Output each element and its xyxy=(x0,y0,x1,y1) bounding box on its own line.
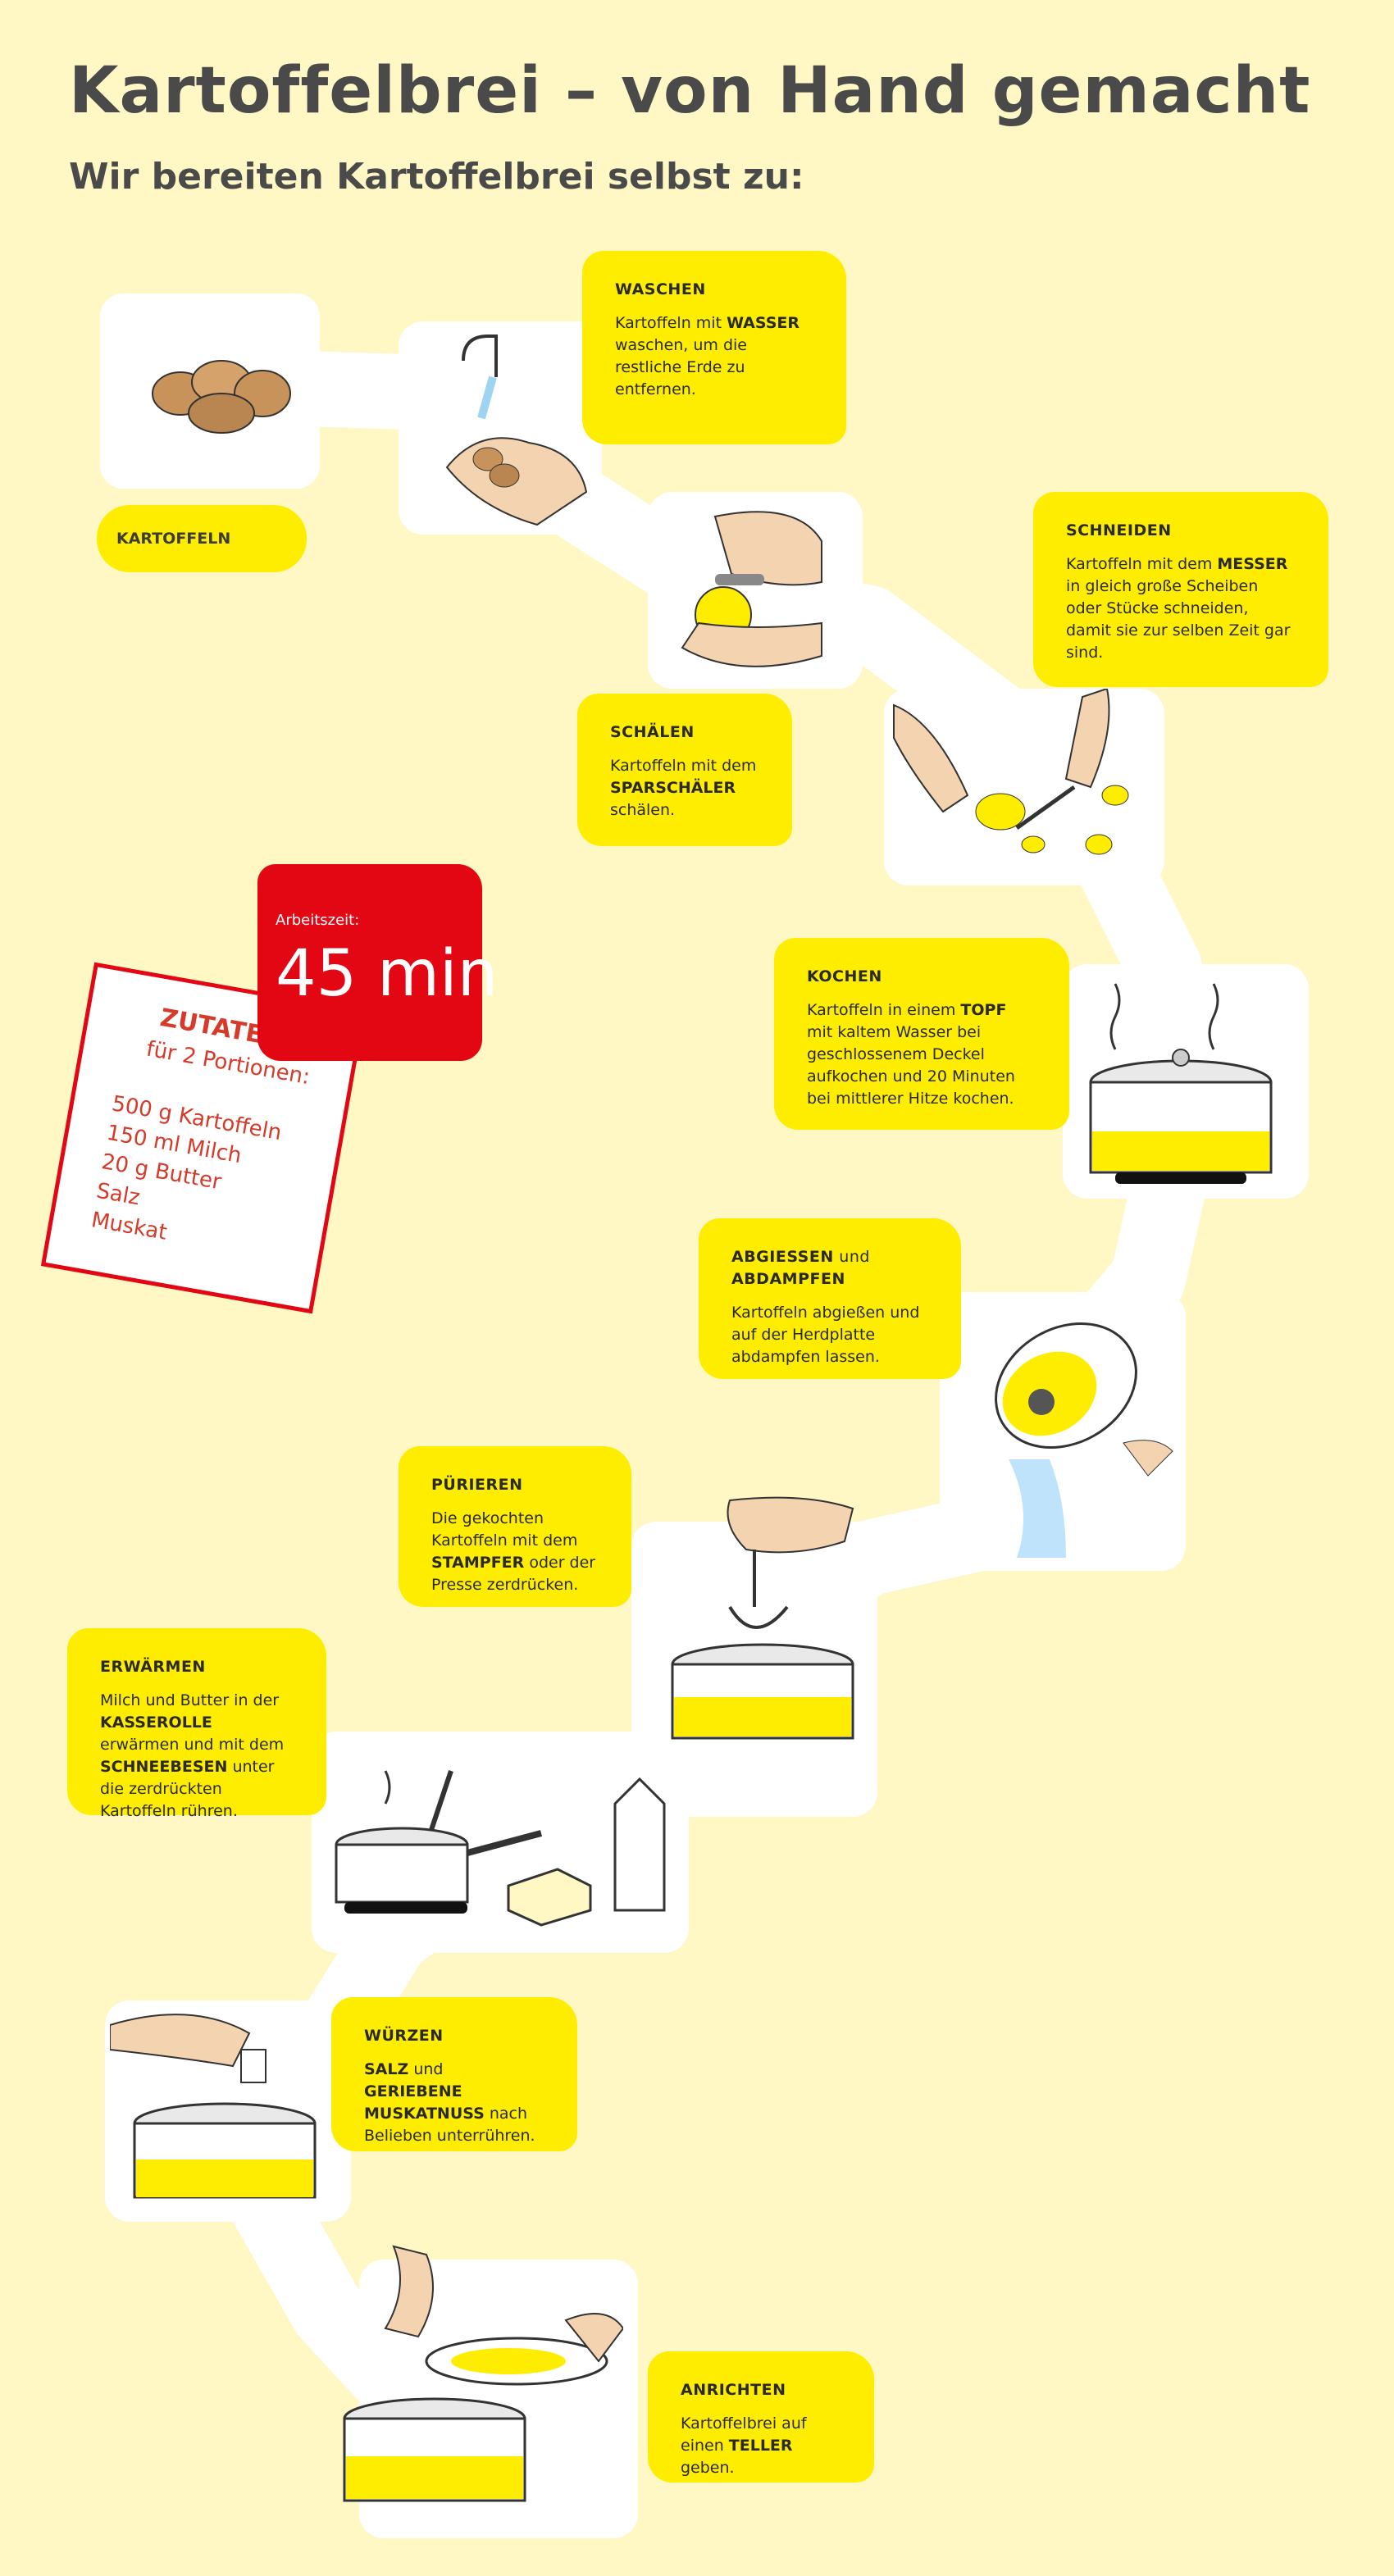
step-text: SALZ und GERIEBENE MUSKATNUSS nach Belie… xyxy=(364,2060,535,2145)
boiling-pot-icon xyxy=(1089,983,1273,1184)
step-text: Die gekochten Kartoffeln mit dem STAMPFE… xyxy=(431,1509,596,1594)
step-title: ERWÄRMEN xyxy=(100,1658,206,1676)
peeler-icon xyxy=(681,511,822,667)
step-schaelen: SCHÄLEN Kartoffeln mit dem SPARSCHÄLER s… xyxy=(577,694,792,846)
step-erwaermen: ERWÄRMEN Milch und Butter in der KASSERO… xyxy=(67,1628,326,1820)
step-title: SCHÄLEN xyxy=(610,723,695,741)
step-title: ANRICHTEN xyxy=(681,2381,786,2399)
step-waschen: WASCHEN Kartoffeln mit WASSER waschen, u… xyxy=(582,251,846,444)
step-abgiessen: ABGIESSEN und ABDAMPFEN Kartoffeln abgie… xyxy=(699,1218,961,1379)
worktime-badge: Arbeitszeit: 45 min xyxy=(257,864,499,1061)
plate-serving-icon xyxy=(343,2245,623,2502)
step-wuerzen: WÜRZEN SALZ und GERIEBENE MUSKATNUSS nac… xyxy=(331,1997,577,2151)
step-title: ABGIESSEN und ABDAMPFEN xyxy=(731,1248,870,1288)
step-anrichten: ANRICHTEN Kartoffelbrei auf einen TELLER… xyxy=(648,2351,874,2483)
page-title: Kartoffelbrei – von Hand gemacht xyxy=(69,54,1311,128)
page-subtitle: Wir bereiten Kartoffelbrei selbst zu: xyxy=(69,156,804,198)
step-text: Kartoffeln mit dem MESSER in gleich groß… xyxy=(1066,555,1291,662)
step-title: SCHNEIDEN xyxy=(1066,521,1172,539)
worktime-label: Arbeitszeit: xyxy=(276,912,360,929)
step-title: KOCHEN xyxy=(807,967,882,985)
milk-carton-icon xyxy=(613,1777,666,1912)
step-puerieren: PÜRIEREN Die gekochten Kartoffeln mit de… xyxy=(399,1446,631,1607)
step-title: WÜRZEN xyxy=(364,2027,444,2045)
step-text: Milch und Butter in der KASSEROLLE erwär… xyxy=(100,1691,285,1820)
step-text: Kartoffeln abgießen und auf der Herdplat… xyxy=(731,1304,920,1366)
salting-pot-icon xyxy=(110,2014,317,2199)
saucepan-whisk-icon xyxy=(335,1770,543,1914)
step-text: Kartoffeln in einem TOPF mit kaltem Wass… xyxy=(807,1001,1015,1108)
draining-pot-icon xyxy=(995,1322,1173,1558)
knife-cutting-icon xyxy=(893,689,1129,855)
start-label: KARTOFFELN xyxy=(97,505,307,572)
washing-hands-icon xyxy=(445,335,588,526)
masher-pot-icon xyxy=(671,1496,854,1740)
step-text: Kartoffeln mit dem SPARSCHÄLER schälen. xyxy=(610,757,757,819)
step-title: WASCHEN xyxy=(615,280,706,298)
start-label-text: KARTOFFELN xyxy=(116,530,231,548)
butter-icon xyxy=(507,1868,592,1927)
step-title: PÜRIEREN xyxy=(431,1476,523,1494)
potatoes-icon xyxy=(152,360,291,434)
step-text: Kartoffeln mit WASSER waschen, um die re… xyxy=(615,314,800,398)
step-schneiden: SCHNEIDEN Kartoffeln mit dem MESSER in g… xyxy=(1033,492,1328,687)
step-text: Kartoffelbrei auf einen TELLER geben. xyxy=(681,2414,807,2477)
step-kochen: KOCHEN Kartoffeln in einem TOPF mit kalt… xyxy=(774,938,1069,1130)
worktime-value: 45 min xyxy=(276,937,499,1011)
